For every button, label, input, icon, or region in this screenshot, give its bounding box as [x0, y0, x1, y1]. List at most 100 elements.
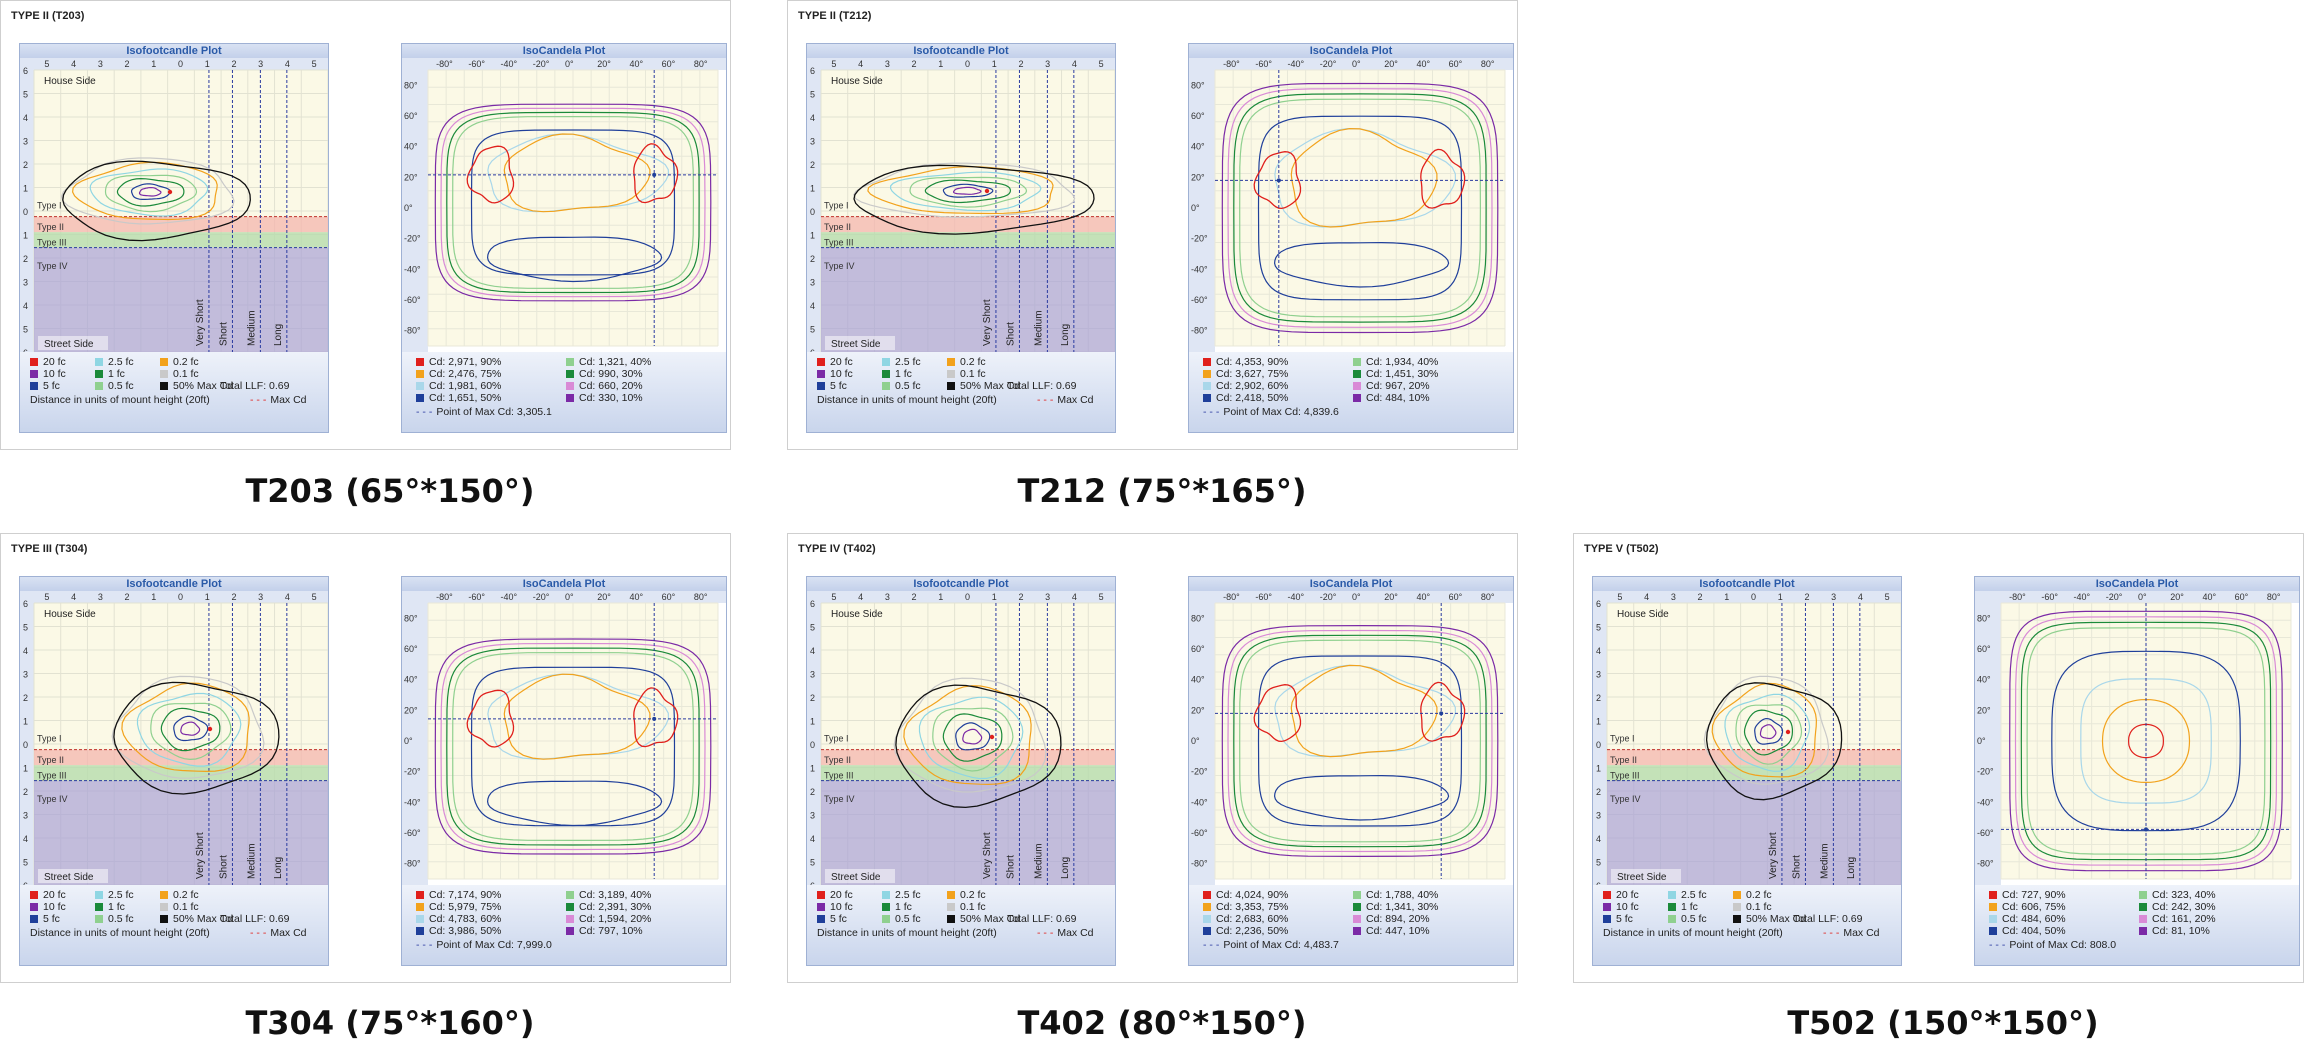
- left-tick-label: 1: [23, 764, 28, 774]
- left-tick-label: 4: [1596, 646, 1601, 656]
- v-tick-label: 0°: [404, 203, 413, 213]
- legend-swatch: [95, 915, 103, 923]
- legend: 20 fc 2.5 fc 0.2 fc 10 fc 1 fc 0.1 fc 5 fc 0.5 …: [1593, 885, 1901, 965]
- card-t203: TYPE II (T203) Isofootcandle Plot 5 4 3 2 1 0 1…: [0, 0, 731, 450]
- top-tick-label: 2: [1804, 592, 1809, 602]
- v-tick-label: -80°: [1191, 326, 1208, 336]
- zone-label: Type IV: [1610, 794, 1641, 804]
- legend-label: 0.2 fc: [173, 889, 199, 901]
- top-tick-label: 2: [912, 59, 917, 69]
- cd-legend-label: Cd: 2,683, 60%: [1216, 913, 1289, 925]
- legend-swatch: [2139, 915, 2147, 923]
- legend-swatch: [1203, 370, 1211, 378]
- cd-legend-item: Cd: 797, 10%: [566, 925, 643, 937]
- zone-type-iv: [34, 780, 328, 885]
- max-cd-value: Point of Max Cd: 808.0: [2009, 939, 2117, 951]
- distance-note: Distance in units of mount height (20ft): [817, 927, 997, 939]
- h-tick-label: -40°: [1288, 592, 1305, 602]
- top-tick-label: 2: [912, 592, 917, 602]
- left-tick-label: 3: [1596, 811, 1601, 821]
- caption-t203: T203 (65°*150°): [245, 472, 535, 510]
- cd-legend-label: Cd: 2,418, 50%: [1216, 392, 1289, 404]
- left-tick-label: 5: [23, 325, 28, 335]
- top-tick-label: 3: [1831, 592, 1836, 602]
- max-cd-point: [1276, 178, 1281, 183]
- fc-contour: [89, 168, 209, 217]
- cd-legend-item: Cd: 606, 75%: [1989, 901, 2066, 913]
- legend-label: 20 fc: [43, 889, 66, 901]
- left-tick-label: 5: [1596, 623, 1601, 633]
- plot-title: Isofootcandle Plot: [20, 44, 328, 58]
- cd-legend-label: Cd: 1,981, 60%: [429, 380, 502, 392]
- top-tick-label: 3: [258, 59, 263, 69]
- legend-swatch: [416, 382, 424, 390]
- length-label: Short: [218, 855, 229, 879]
- fc-contour: [180, 721, 201, 736]
- legend: 20 fc 2.5 fc 0.2 fc 10 fc 1 fc 0.1 fc 5 fc 0.5 …: [807, 885, 1115, 965]
- zone-label: Type III: [37, 238, 67, 248]
- legend-label: 20 fc: [830, 356, 853, 368]
- legend-swatch: [1203, 358, 1211, 366]
- legend-swatch: [1353, 358, 1361, 366]
- zone-label: Type I: [37, 201, 62, 211]
- v-tick-label: -40°: [404, 797, 421, 807]
- cd-legend-item: Cd: 447, 10%: [1353, 925, 1430, 937]
- left-tick-label: 5: [23, 90, 28, 100]
- legend-swatch: [30, 891, 38, 899]
- cd-contour: [452, 115, 695, 290]
- cd-legend-label: Cd: 2,476, 75%: [429, 368, 502, 380]
- legend-swatch: [30, 915, 38, 923]
- length-label: Long: [273, 324, 284, 346]
- cd-contour: [1233, 634, 1487, 848]
- legend-item: 0.5 fc: [95, 380, 134, 392]
- cd-legend: Cd: 4,353, 90% Cd: 1,934, 40% Cd: 3,627, 7…: [1189, 352, 1513, 432]
- left-tick-label: 2: [1596, 693, 1601, 703]
- plot-title: IsoCandela Plot: [1189, 44, 1513, 58]
- top-tick-label: 2: [1698, 592, 1703, 602]
- legend-label: 50% Max Cd: [960, 380, 1021, 392]
- left-tick-label: 4: [23, 834, 28, 844]
- left-tick-label: 5: [810, 325, 815, 335]
- max-cd-point-label: - - - Point of Max Cd: 4,483.7: [1203, 939, 1339, 951]
- total-llf: Total LLF: 0.69: [1793, 913, 1863, 925]
- left-tick-label: 1: [810, 717, 815, 727]
- card-title: TYPE II (T212): [798, 10, 872, 22]
- card-title: TYPE III (T304): [11, 543, 88, 555]
- legend-item: 5 fc: [1603, 913, 1633, 925]
- cd-legend-item: Cd: 660, 20%: [566, 380, 643, 392]
- house-side-label: House Side: [44, 609, 96, 620]
- left-tick-label: 1: [23, 231, 28, 241]
- cd-legend-item: Cd: 727, 90%: [1989, 889, 2066, 901]
- legend-swatch: [566, 382, 574, 390]
- cd-legend-label: Cd: 727, 90%: [2002, 889, 2066, 901]
- h-tick-label: 60°: [2235, 592, 2249, 602]
- isocandela-plot: IsoCandela Plot -80° -60° -40° -20° 0° 20° 40° 6…: [1188, 576, 1514, 966]
- legend-label: 0.2 fc: [173, 356, 199, 368]
- cd-legend-label: Cd: 81, 10%: [2152, 925, 2210, 937]
- fc-contour: [173, 715, 209, 742]
- legend-label: 0.1 fc: [960, 368, 986, 380]
- top-tick-label: 0: [178, 59, 183, 69]
- cd-legend-label: Cd: 2,391, 30%: [579, 901, 652, 913]
- cd-legend-item: Cd: 1,788, 40%: [1353, 889, 1438, 901]
- v-tick-label: -20°: [404, 767, 421, 777]
- house-side-label: House Side: [1617, 609, 1669, 620]
- left-tick-label: 1: [810, 231, 815, 241]
- h-tick-label: -60°: [468, 592, 485, 602]
- cd-contour: [2026, 627, 2266, 855]
- cd-legend-label: Cd: 484, 10%: [1366, 392, 1430, 404]
- v-tick-label: -80°: [404, 326, 421, 336]
- cd-contour: [1273, 774, 1450, 821]
- v-tick-label: 80°: [404, 80, 418, 90]
- legend-label: 0.5 fc: [108, 913, 134, 925]
- legend-label: 50% Max Cd: [1746, 913, 1807, 925]
- max-cd-legend: - - - Max Cd: [250, 927, 307, 939]
- fc-contour: [1759, 724, 1777, 740]
- legend-swatch: [30, 382, 38, 390]
- cd-legend-item: Cd: 81, 10%: [2139, 925, 2210, 937]
- street-side-label: Street Side: [831, 339, 881, 350]
- cd-contour: [440, 642, 706, 851]
- left-tick-label: 6: [23, 881, 28, 885]
- distance-note: Distance in units of mount height (20ft): [30, 394, 210, 406]
- left-tick-label: 0: [810, 740, 815, 750]
